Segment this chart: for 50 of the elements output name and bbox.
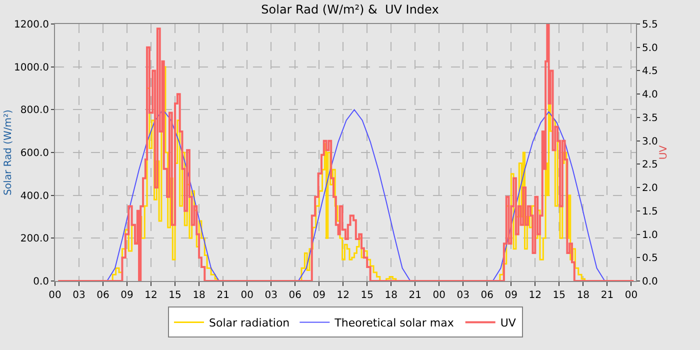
legend-label: Solar radiation (209, 316, 290, 330)
x-tick-label: 00 (48, 290, 62, 301)
x-tick-label: 03 (264, 290, 278, 301)
x-tick-label: 15 (552, 290, 566, 301)
x-tick-label: 21 (216, 290, 230, 301)
y2-tick-label: 0.5 (642, 253, 658, 264)
legend-label: UV (500, 316, 516, 330)
x-tick-label: 21 (408, 290, 422, 301)
y-tick-label: 1200.0 (14, 20, 49, 30)
y-tick-label: 0.0 (33, 276, 49, 288)
x-tick-label: 03 (456, 290, 470, 301)
y2-tick-label: 4.5 (642, 66, 658, 78)
y2-tick-label: 5.5 (642, 20, 658, 30)
x-tick-label: 06 (480, 290, 494, 301)
x-tick-label: 09 (120, 290, 134, 301)
x-tick-label: 15 (360, 290, 374, 301)
x-tick-label: 12 (528, 290, 542, 301)
y2-tick-label: 1.0 (642, 230, 658, 241)
x-tick-label: 12 (336, 290, 350, 301)
x-tick-label: 00 (432, 290, 446, 301)
y2-tick-label: 3.0 (642, 136, 658, 148)
y2-tick-label: 1.5 (642, 206, 658, 218)
x-tick-label: 15 (168, 290, 182, 301)
y-tick-label: 800.0 (20, 105, 49, 116)
x-tick-label: 18 (576, 290, 590, 301)
x-tick-label: 00 (240, 290, 254, 301)
x-tick-label: 00 (624, 290, 638, 301)
x-tick-label: 06 (96, 290, 110, 301)
y2-tick-label: 3.5 (642, 112, 658, 124)
x-tick-label: 03 (72, 290, 86, 301)
y-tick-label: 400.0 (20, 190, 49, 202)
x-tick-label: 06 (288, 290, 302, 301)
x-tick-label: 09 (312, 290, 326, 301)
y2-tick-label: 2.0 (642, 183, 658, 194)
x-tick-label: 09 (504, 290, 518, 301)
x-tick-label: 21 (600, 290, 614, 301)
y-tick-label: 600.0 (20, 148, 49, 159)
y2-tick-label: 4.0 (642, 90, 658, 101)
y-tick-label: 200.0 (20, 234, 49, 245)
y-axis-title: Solar Rad (W/m²) (3, 109, 14, 196)
legend-label: Theoretical solar max (334, 316, 454, 330)
y2-axis-title: UV (658, 145, 670, 160)
x-tick-label: 18 (192, 290, 206, 301)
y2-tick-label: 2.5 (642, 160, 658, 171)
x-tick-label: 12 (144, 290, 158, 301)
y-tick-label: 1000.0 (14, 62, 49, 74)
x-tick-label: 18 (384, 290, 398, 301)
y2-tick-label: 0.0 (642, 276, 658, 288)
y2-tick-label: 5.0 (642, 42, 658, 54)
chart-title: Solar Rad (W/m²) & UV Index (261, 2, 439, 17)
